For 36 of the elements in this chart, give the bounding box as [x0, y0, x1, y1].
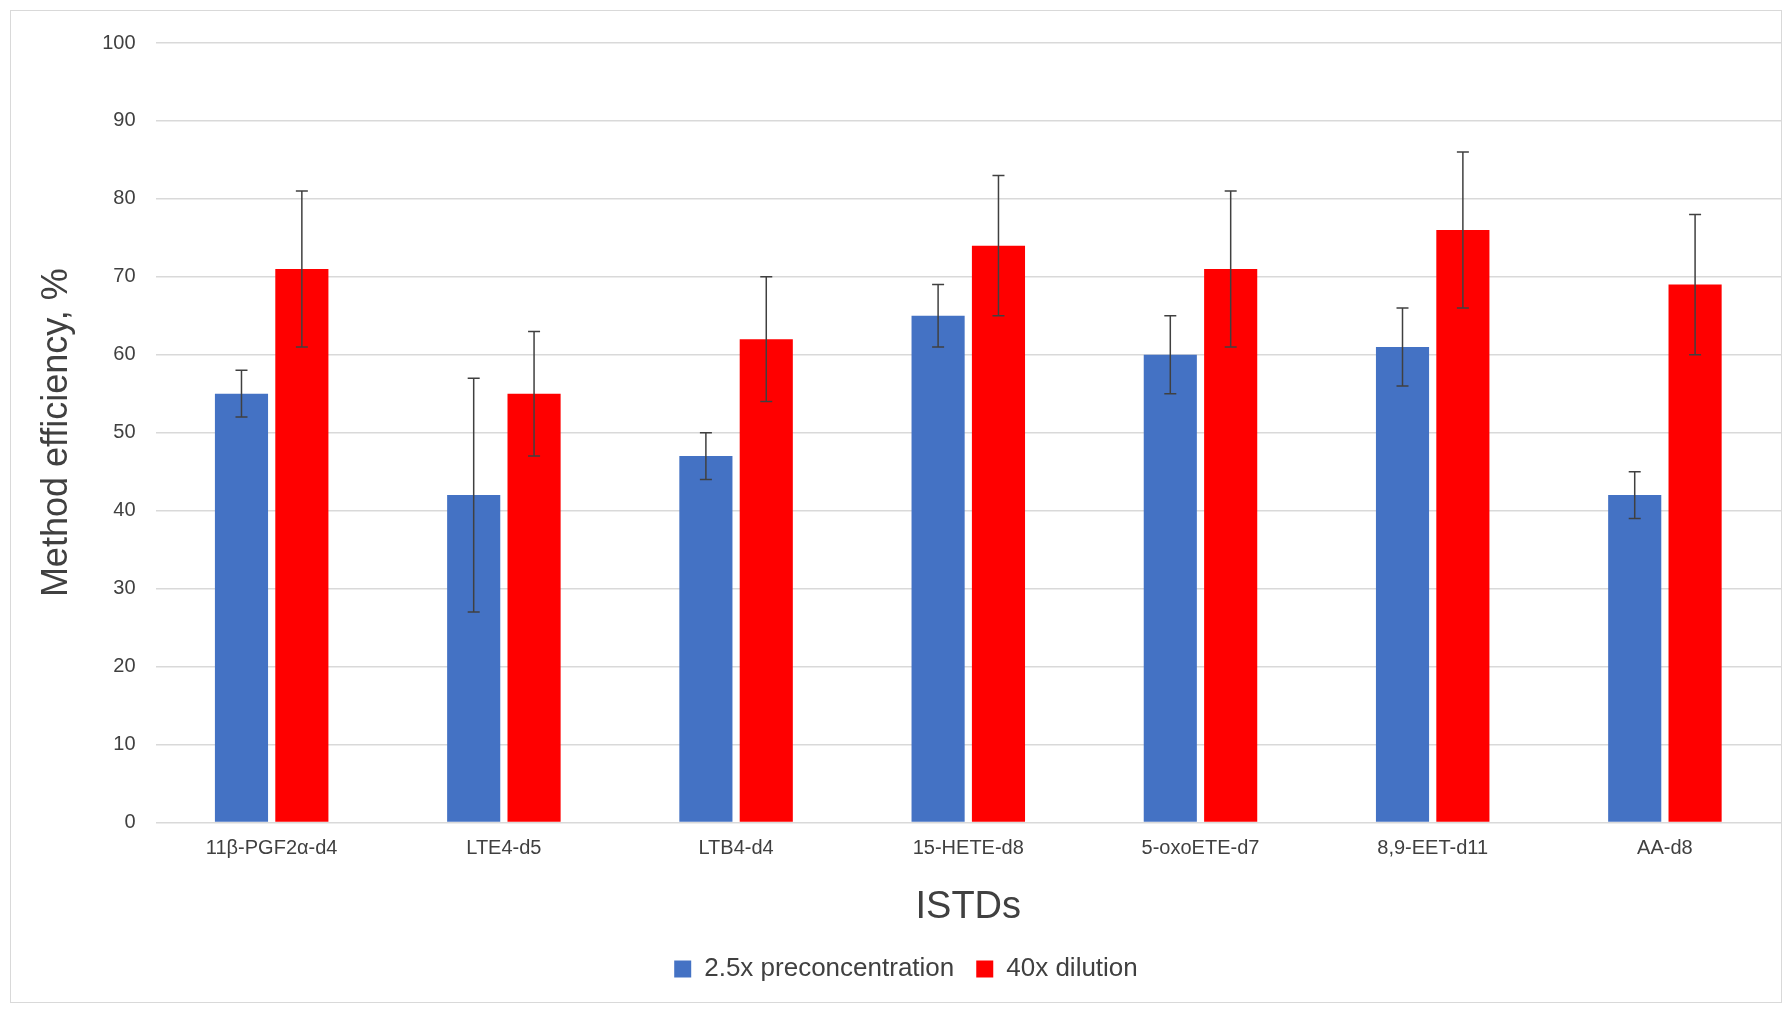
legend-label: 40x dilution — [1006, 952, 1138, 983]
y-tick-label: 0 — [124, 809, 136, 832]
bar — [214, 393, 269, 822]
y-tick-label: 60 — [113, 342, 136, 365]
bar — [447, 495, 501, 822]
y-tick-label: 100 — [102, 30, 136, 53]
y-axis-title: Method efficiency, % — [33, 268, 75, 598]
x-tick-label: AA-d8 — [1637, 835, 1693, 858]
y-tick-label: 70 — [113, 264, 136, 287]
bar — [1375, 346, 1430, 822]
bar — [739, 339, 793, 822]
y-tick-label: 40 — [113, 498, 136, 521]
bar — [911, 315, 965, 822]
y-tick-label: 10 — [113, 731, 136, 754]
bar — [1668, 284, 1722, 822]
bar — [275, 269, 329, 822]
legend-label: 2.5x preconcentration — [704, 952, 955, 983]
x-tick-label: 11β-PGF2α-d4 — [205, 835, 338, 858]
bar — [1143, 354, 1197, 822]
y-tick-label: 80 — [113, 186, 136, 209]
bar — [1436, 230, 1490, 822]
x-tick-label: LTE4-d5 — [466, 835, 542, 858]
x-tick-label: 15-HETE-d8 — [912, 835, 1024, 858]
bar — [679, 456, 733, 822]
x-axis-title: ISTDs — [915, 883, 1022, 926]
x-tick-label: 8,9-EET-d11 — [1377, 835, 1489, 858]
bar — [971, 245, 1026, 822]
x-tick-label: 5-oxoETE-d7 — [1141, 835, 1260, 858]
bar — [507, 393, 561, 822]
y-tick-label: 50 — [113, 420, 136, 443]
bar — [1204, 269, 1258, 822]
y-tick-label: 20 — [113, 654, 136, 677]
bar — [1608, 495, 1662, 822]
y-tick-label: 30 — [113, 576, 136, 599]
x-tick-label: LTB4-d4 — [698, 835, 774, 858]
y-tick-label: 90 — [113, 108, 136, 131]
